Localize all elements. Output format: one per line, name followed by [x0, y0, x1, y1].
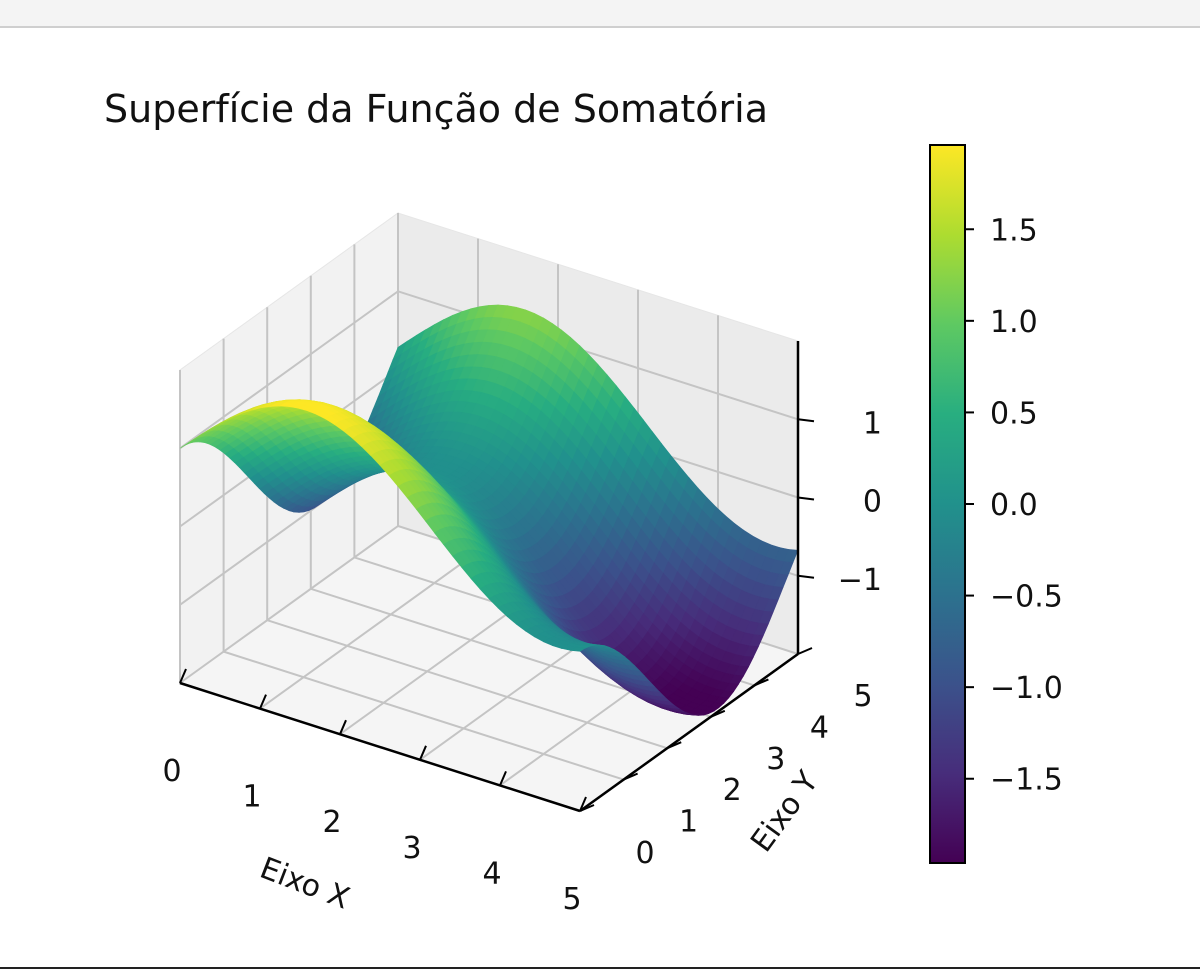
colorbar-tick-label: −1.0: [990, 671, 1063, 706]
chart-title: Superfície da Função de Somatória: [104, 87, 768, 131]
x-tick: [339, 719, 347, 735]
colorbar-tick-label: 1.5: [990, 213, 1038, 248]
y-tick: [754, 678, 769, 687]
colorbar-gradient: [929, 144, 966, 864]
x-tick: [259, 694, 267, 709]
x-tick: [579, 796, 587, 812]
y-axis-line: [579, 652, 799, 813]
surface-plot: [179, 304, 799, 716]
x-axis-line: [179, 681, 581, 813]
x-tick-label: 3: [402, 831, 421, 866]
x-tick: [179, 668, 187, 684]
y-tick-label: 1: [679, 805, 698, 840]
x-tick-label: 4: [482, 856, 501, 891]
z-tick: [797, 418, 815, 423]
y-axis-label: Eixo Y: [744, 764, 826, 858]
x-axis-label: Eixo X: [255, 851, 354, 917]
y-tick: [623, 772, 638, 781]
colorbar-tick-label: −0.5: [990, 580, 1063, 615]
x-tick-label: 0: [162, 754, 181, 789]
y-tick-label: 2: [723, 773, 742, 808]
window-top-bar: [0, 0, 1200, 28]
x-tick-label: 2: [322, 805, 341, 840]
z-tick-label: 1: [863, 406, 882, 441]
y-tick: [710, 709, 726, 718]
window-bottom-edge: [0, 967, 1200, 969]
y-tick: [666, 741, 682, 750]
colorbar-tick-label: 0.5: [990, 396, 1038, 431]
y-tick: [797, 647, 813, 655]
colorbar-tick-label: −1.5: [990, 763, 1063, 798]
x-tick-label: 5: [562, 882, 581, 917]
z-tick-label: −1: [838, 563, 882, 598]
y-tick-label: 4: [810, 710, 829, 745]
colorbar-tick-label: 0.0: [990, 488, 1038, 523]
x-tick-label: 1: [242, 780, 261, 815]
z-tick: [797, 496, 815, 501]
colorbar-tick-label: 1.0: [990, 305, 1038, 340]
y-tick-label: 0: [635, 836, 654, 871]
gridline-z: [179, 290, 799, 450]
z-tick-label: 0: [863, 485, 882, 520]
x-tick: [419, 745, 427, 761]
gridline-y: [309, 275, 712, 718]
y-tick-label: 3: [766, 742, 785, 777]
colorbar: 1.5 1.0 0.5 0.0 −0.5 −1.0 −1.5: [929, 144, 1063, 864]
x-tick: [499, 771, 507, 786]
y-tick-label: 5: [853, 679, 872, 714]
y-tick: [579, 804, 595, 812]
surface-patch: [569, 646, 586, 652]
z-tick: [797, 574, 815, 579]
